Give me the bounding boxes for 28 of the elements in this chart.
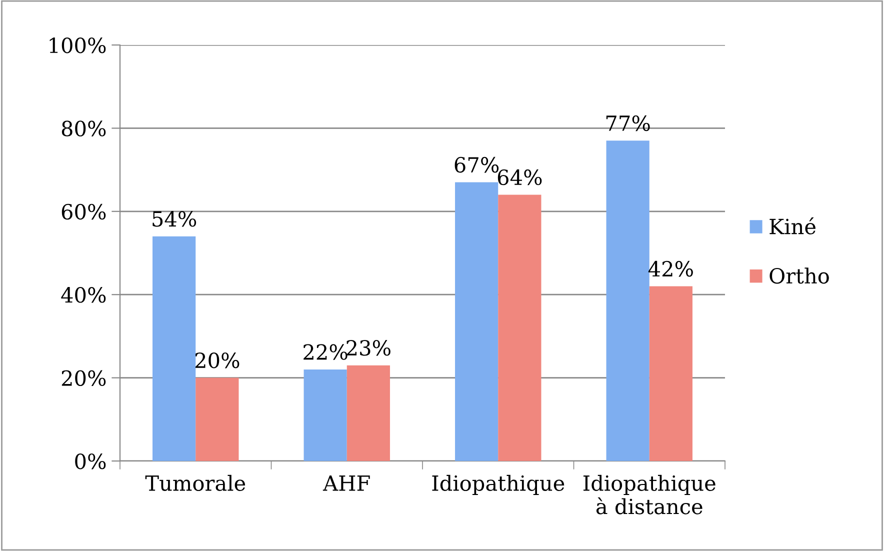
data-label: 67% [454,156,499,173]
bar [196,378,239,461]
bar [346,365,390,461]
x-tick-label: Tumorale [145,474,246,492]
data-label: 77% [606,115,650,132]
data-label: 54% [152,211,196,227]
bar [152,236,196,461]
legend-label: Ortho [770,268,829,284]
bar [498,194,542,461]
bar [606,140,650,461]
data-label: 20% [195,352,240,368]
y-tick-label: 80% [62,120,106,136]
x-tick-label: Idiopathique à distance [583,474,716,514]
data-label: 23% [346,340,390,356]
y-tick-label: 0% [75,453,106,470]
bar [455,182,498,461]
data-label: 22% [304,344,348,360]
y-tick-label: 60% [62,204,106,220]
bar [304,369,347,461]
data-label: 42% [648,260,693,277]
data-label: 64% [498,169,542,186]
x-tick-label: AHF [322,476,370,491]
legend-label: Kiné [770,217,816,234]
bar [649,286,692,461]
x-tick-label: Idiopathique [432,474,564,496]
y-tick-label: 100% [50,37,106,54]
y-tick-label: 20% [62,370,106,386]
y-tick-label: 40% [61,287,106,303]
